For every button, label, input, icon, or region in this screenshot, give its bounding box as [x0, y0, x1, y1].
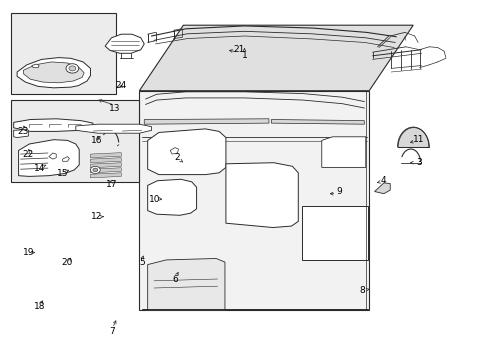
Text: 2: 2 — [174, 153, 180, 162]
Circle shape — [66, 64, 79, 73]
Polygon shape — [49, 153, 56, 159]
Polygon shape — [90, 163, 121, 168]
Polygon shape — [90, 168, 121, 173]
Polygon shape — [144, 119, 268, 124]
Polygon shape — [32, 64, 39, 68]
Polygon shape — [147, 129, 225, 175]
Text: 1: 1 — [241, 51, 247, 60]
Text: 24: 24 — [115, 81, 127, 90]
Polygon shape — [139, 91, 368, 310]
Text: 12: 12 — [91, 212, 102, 221]
Polygon shape — [76, 124, 151, 133]
Polygon shape — [19, 140, 79, 176]
Polygon shape — [321, 137, 365, 167]
Text: 19: 19 — [22, 248, 34, 257]
Polygon shape — [14, 130, 28, 138]
Text: 10: 10 — [148, 195, 160, 204]
Text: 22: 22 — [22, 150, 34, 158]
Text: 3: 3 — [415, 158, 421, 167]
Text: 20: 20 — [61, 258, 73, 266]
Text: 5: 5 — [139, 258, 144, 267]
Polygon shape — [147, 258, 224, 310]
Polygon shape — [14, 119, 93, 131]
Polygon shape — [105, 34, 144, 53]
Bar — [11, 13, 116, 94]
Polygon shape — [170, 148, 178, 154]
Text: 14: 14 — [34, 164, 46, 173]
Text: 8: 8 — [358, 287, 364, 295]
Polygon shape — [147, 179, 196, 215]
Polygon shape — [17, 58, 90, 88]
Polygon shape — [374, 183, 389, 194]
Text: 4: 4 — [380, 176, 386, 185]
Circle shape — [90, 166, 100, 174]
Text: 11: 11 — [412, 135, 424, 144]
Text: 9: 9 — [335, 187, 341, 196]
Polygon shape — [139, 25, 412, 91]
Polygon shape — [62, 157, 69, 161]
Polygon shape — [90, 173, 121, 178]
Text: 18: 18 — [34, 302, 46, 311]
Bar — [11, 100, 139, 182]
Polygon shape — [271, 120, 364, 124]
Text: 13: 13 — [109, 104, 121, 112]
Text: 23: 23 — [18, 127, 29, 136]
Circle shape — [93, 168, 98, 172]
Text: 15: 15 — [57, 169, 68, 178]
Text: 16: 16 — [91, 136, 102, 145]
Text: 6: 6 — [172, 274, 178, 284]
Polygon shape — [23, 62, 84, 83]
Polygon shape — [90, 153, 121, 158]
Polygon shape — [302, 206, 367, 260]
Text: 17: 17 — [105, 180, 117, 189]
Text: 21: 21 — [232, 45, 244, 54]
Polygon shape — [225, 163, 298, 228]
Polygon shape — [90, 158, 121, 163]
Circle shape — [69, 66, 76, 71]
Text: 7: 7 — [109, 328, 115, 336]
